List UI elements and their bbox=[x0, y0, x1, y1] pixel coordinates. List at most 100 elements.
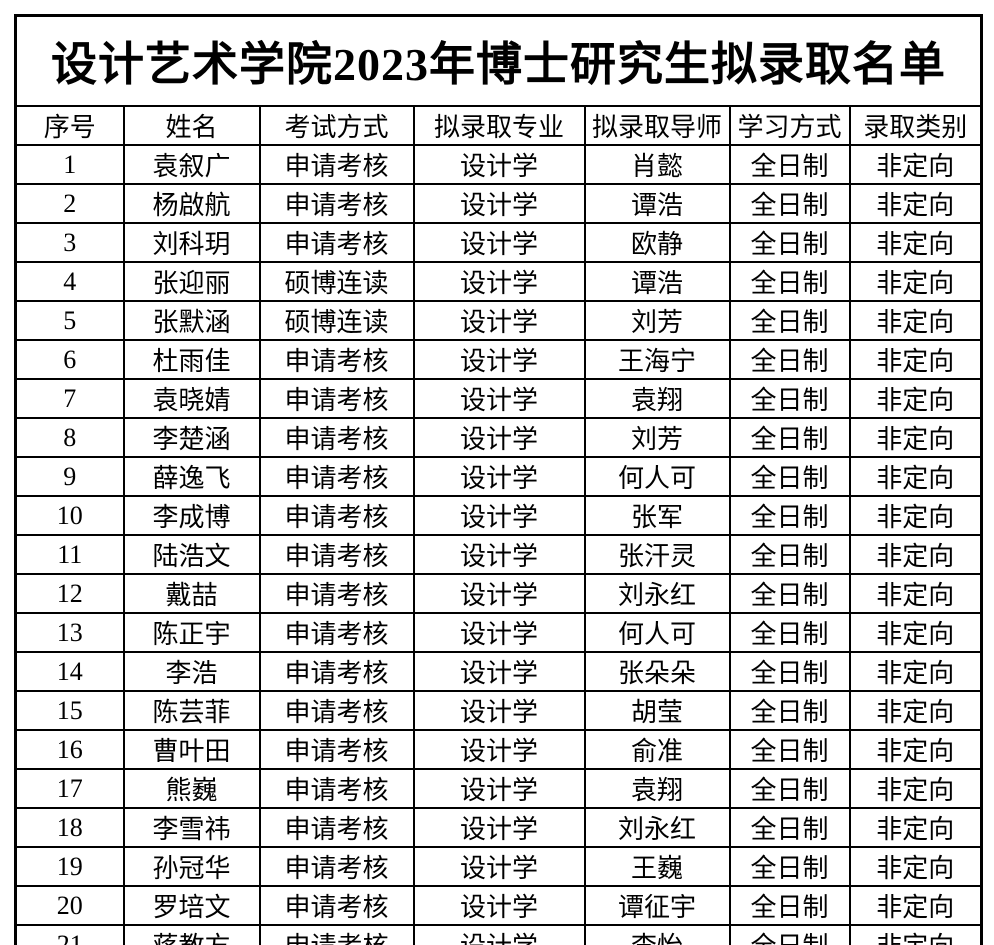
column-header: 拟录取专业 bbox=[412, 105, 586, 146]
cell-study-mode: 全日制 bbox=[728, 456, 851, 497]
cell-admission-category: 非定向 bbox=[848, 222, 983, 263]
cell-study-mode: 全日制 bbox=[728, 261, 851, 302]
cell-supervisor: 何人可 bbox=[583, 612, 731, 653]
cell-name: 袁叙广 bbox=[122, 144, 261, 185]
cell-study-mode: 全日制 bbox=[728, 222, 851, 263]
cell-supervisor: 王海宁 bbox=[583, 339, 731, 380]
cell-index: 18 bbox=[14, 807, 125, 848]
cell-admission-category: 非定向 bbox=[848, 885, 983, 926]
cell-supervisor: 刘芳 bbox=[583, 300, 731, 341]
column-header: 序号 bbox=[14, 105, 125, 146]
cell-major: 设计学 bbox=[412, 885, 586, 926]
cell-supervisor: 谭浩 bbox=[583, 261, 731, 302]
table-row: 10 李成博 申请考核 设计学 张军 全日制 非定向 bbox=[14, 495, 983, 536]
cell-supervisor: 袁翔 bbox=[583, 768, 731, 809]
table-row: 21 蒋教方 申请考核 设计学 李怡 全日制 非定向 bbox=[14, 924, 983, 945]
cell-major: 设计学 bbox=[412, 378, 586, 419]
cell-name: 蒋教方 bbox=[122, 924, 261, 945]
cell-name: 袁晓婧 bbox=[122, 378, 261, 419]
cell-supervisor: 王巍 bbox=[583, 846, 731, 887]
cell-major: 设计学 bbox=[412, 573, 586, 614]
cell-index: 17 bbox=[14, 768, 125, 809]
table-row: 19 孙冠华 申请考核 设计学 王巍 全日制 非定向 bbox=[14, 846, 983, 887]
cell-name: 孙冠华 bbox=[122, 846, 261, 887]
cell-exam-method: 申请考核 bbox=[258, 729, 415, 770]
cell-study-mode: 全日制 bbox=[728, 144, 851, 185]
table-row: 3 刘科玥 申请考核 设计学 欧静 全日制 非定向 bbox=[14, 222, 983, 263]
table-row: 18 李雪祎 申请考核 设计学 刘永红 全日制 非定向 bbox=[14, 807, 983, 848]
cell-supervisor: 何人可 bbox=[583, 456, 731, 497]
cell-admission-category: 非定向 bbox=[848, 768, 983, 809]
cell-index: 11 bbox=[14, 534, 125, 575]
admission-roster-table: 设计艺术学院2023年博士研究生拟录取名单 序号 姓名 考试方式 拟录取专业 拟录取导师… bbox=[14, 14, 984, 945]
cell-major: 设计学 bbox=[412, 495, 586, 536]
table-row: 20 罗培文 申请考核 设计学 谭征宇 全日制 非定向 bbox=[14, 885, 983, 926]
cell-supervisor: 李怡 bbox=[583, 924, 731, 945]
cell-index: 9 bbox=[14, 456, 125, 497]
cell-major: 设计学 bbox=[412, 534, 586, 575]
cell-exam-method: 申请考核 bbox=[258, 417, 415, 458]
cell-major: 设计学 bbox=[412, 222, 586, 263]
cell-index: 5 bbox=[14, 300, 125, 341]
cell-index: 16 bbox=[14, 729, 125, 770]
table-row: 8 李楚涵 申请考核 设计学 刘芳 全日制 非定向 bbox=[14, 417, 983, 458]
cell-exam-method: 申请考核 bbox=[258, 612, 415, 653]
cell-admission-category: 非定向 bbox=[848, 534, 983, 575]
cell-index: 2 bbox=[14, 183, 125, 224]
cell-exam-method: 申请考核 bbox=[258, 807, 415, 848]
cell-exam-method: 申请考核 bbox=[258, 846, 415, 887]
cell-index: 7 bbox=[14, 378, 125, 419]
table-row: 9 薛逸飞 申请考核 设计学 何人可 全日制 非定向 bbox=[14, 456, 983, 497]
table-row: 1 袁叙广 申请考核 设计学 肖懿 全日制 非定向 bbox=[14, 144, 983, 185]
cell-supervisor: 张朵朵 bbox=[583, 651, 731, 692]
cell-exam-method: 申请考核 bbox=[258, 339, 415, 380]
cell-admission-category: 非定向 bbox=[848, 144, 983, 185]
page-title: 设计艺术学院2023年博士研究生拟录取名单 bbox=[14, 14, 983, 107]
cell-major: 设计学 bbox=[412, 300, 586, 341]
cell-study-mode: 全日制 bbox=[728, 183, 851, 224]
cell-admission-category: 非定向 bbox=[848, 417, 983, 458]
cell-name: 熊巍 bbox=[122, 768, 261, 809]
cell-admission-category: 非定向 bbox=[848, 846, 983, 887]
cell-major: 设计学 bbox=[412, 261, 586, 302]
cell-exam-method: 申请考核 bbox=[258, 222, 415, 263]
cell-supervisor: 刘永红 bbox=[583, 573, 731, 614]
cell-admission-category: 非定向 bbox=[848, 690, 983, 731]
cell-admission-category: 非定向 bbox=[848, 300, 983, 341]
cell-exam-method: 申请考核 bbox=[258, 495, 415, 536]
cell-exam-method: 申请考核 bbox=[258, 690, 415, 731]
cell-exam-method: 申请考核 bbox=[258, 534, 415, 575]
cell-study-mode: 全日制 bbox=[728, 612, 851, 653]
cell-name: 张默涵 bbox=[122, 300, 261, 341]
cell-admission-category: 非定向 bbox=[848, 495, 983, 536]
cell-major: 设计学 bbox=[412, 690, 586, 731]
cell-admission-category: 非定向 bbox=[848, 378, 983, 419]
cell-supervisor: 张军 bbox=[583, 495, 731, 536]
cell-major: 设计学 bbox=[412, 456, 586, 497]
cell-study-mode: 全日制 bbox=[728, 846, 851, 887]
cell-supervisor: 谭征宇 bbox=[583, 885, 731, 926]
cell-exam-method: 申请考核 bbox=[258, 456, 415, 497]
table-row: 15 陈芸菲 申请考核 设计学 胡莹 全日制 非定向 bbox=[14, 690, 983, 731]
cell-major: 设计学 bbox=[412, 651, 586, 692]
cell-major: 设计学 bbox=[412, 924, 586, 945]
cell-admission-category: 非定向 bbox=[848, 456, 983, 497]
cell-name: 曹叶田 bbox=[122, 729, 261, 770]
table-row: 6 杜雨佳 申请考核 设计学 王海宁 全日制 非定向 bbox=[14, 339, 983, 380]
cell-index: 20 bbox=[14, 885, 125, 926]
cell-study-mode: 全日制 bbox=[728, 378, 851, 419]
cell-name: 杨啟航 bbox=[122, 183, 261, 224]
table-row: 11 陆浩文 申请考核 设计学 张汗灵 全日制 非定向 bbox=[14, 534, 983, 575]
cell-index: 8 bbox=[14, 417, 125, 458]
cell-name: 李浩 bbox=[122, 651, 261, 692]
cell-name: 陈芸菲 bbox=[122, 690, 261, 731]
cell-name: 李楚涵 bbox=[122, 417, 261, 458]
column-header: 姓名 bbox=[122, 105, 261, 146]
cell-index: 10 bbox=[14, 495, 125, 536]
column-header: 拟录取导师 bbox=[583, 105, 731, 146]
cell-exam-method: 申请考核 bbox=[258, 768, 415, 809]
cell-exam-method: 申请考核 bbox=[258, 573, 415, 614]
table-row: 7 袁晓婧 申请考核 设计学 袁翔 全日制 非定向 bbox=[14, 378, 983, 419]
cell-name: 李成博 bbox=[122, 495, 261, 536]
cell-exam-method: 申请考核 bbox=[258, 183, 415, 224]
